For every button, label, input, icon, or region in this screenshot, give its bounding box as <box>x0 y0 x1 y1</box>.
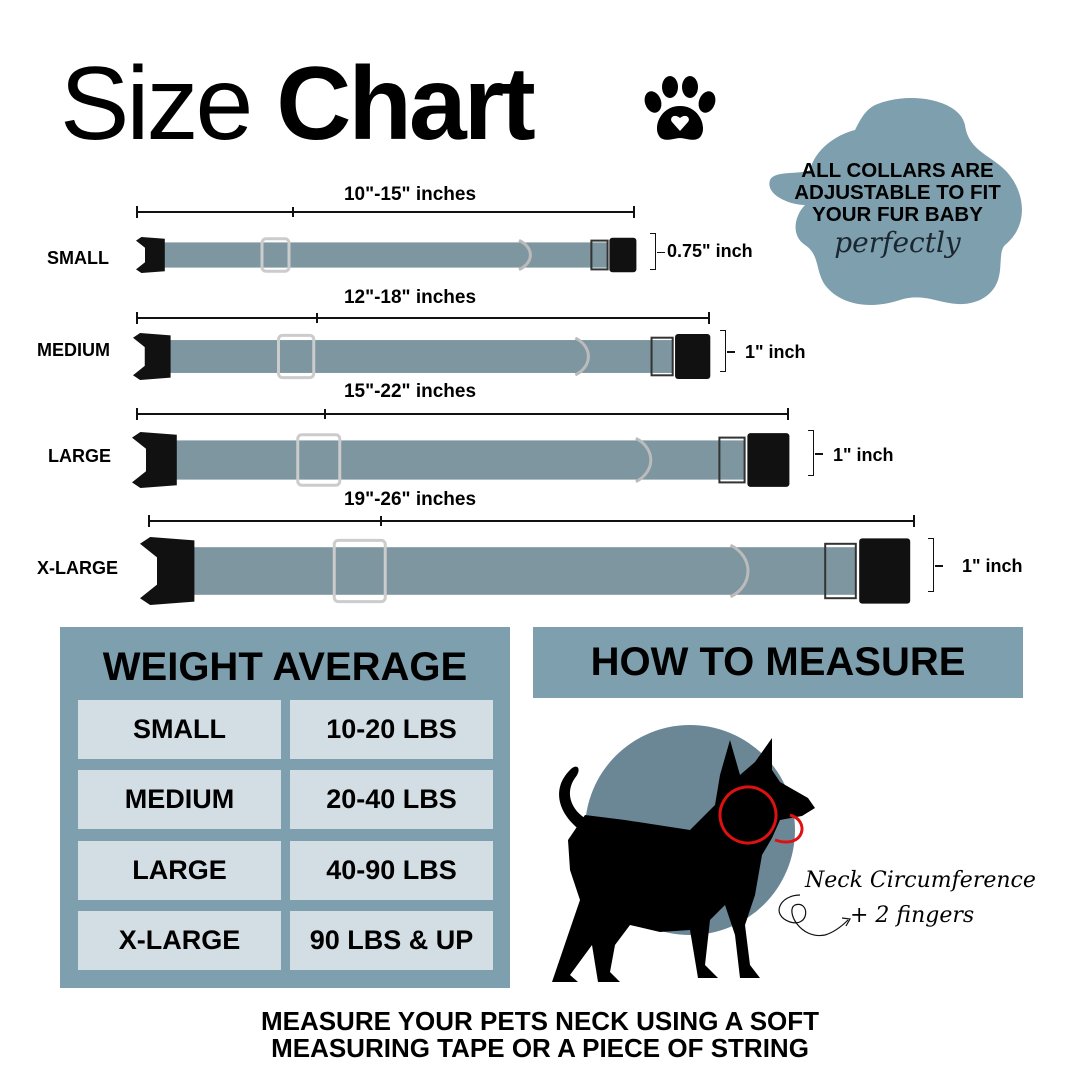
callout-script: perfectly <box>834 226 961 259</box>
width-bracket <box>720 330 735 372</box>
page-title: Size Chart <box>60 46 536 162</box>
weight-range-cell: 90 LBS & UP <box>290 911 493 970</box>
buckle-frame <box>718 436 746 484</box>
slide-adjuster <box>277 333 316 380</box>
footer-instructions: MEASURE YOUR PETS NECK USING A SOFT MEAS… <box>260 1006 820 1063</box>
collar-size-label: MEDIUM <box>37 340 110 360</box>
arrow-icon <box>778 894 851 937</box>
callout-blob <box>769 97 1022 305</box>
weight-average-panel: WEIGHT AVERAGE SMALL 10-20 LBS MEDIUM 20… <box>60 627 510 988</box>
collar-image <box>132 432 790 488</box>
collar-strap <box>187 547 856 595</box>
collar-size-label: SMALL <box>47 248 109 268</box>
slide-adjuster <box>332 538 387 604</box>
collar-width-label: 0.75" inch <box>667 241 753 261</box>
collar-width-label: 1" inch <box>962 556 1023 576</box>
buckle-male <box>136 237 165 273</box>
length-dimension-line <box>136 312 710 324</box>
collar-image <box>140 537 911 605</box>
collar-image <box>133 333 711 380</box>
dog-silhouette <box>552 738 815 982</box>
d-ring <box>635 437 653 483</box>
collar-size-label: X-LARGE <box>37 558 118 578</box>
buckle-female <box>675 333 711 380</box>
collar-strap <box>165 340 673 373</box>
neck-measure-loop <box>718 785 778 845</box>
collar-width-label: 1" inch <box>833 445 894 465</box>
d-ring <box>518 239 532 271</box>
weight-range-cell: 10-20 LBS <box>290 700 493 759</box>
weight-range-cell: 20-40 LBS <box>290 770 493 829</box>
buckle-female <box>747 433 790 487</box>
buckle-frame <box>590 239 609 271</box>
length-dimension-line <box>136 206 635 218</box>
weight-size-cell: MEDIUM <box>78 770 281 829</box>
weight-size-cell: LARGE <box>78 841 281 900</box>
width-bracket <box>928 538 943 592</box>
collar-strap <box>171 440 745 480</box>
collar-length-label: 15"-22" inches <box>343 381 477 402</box>
length-dimension-line <box>148 515 915 527</box>
collar-strap <box>161 242 608 268</box>
buckle-male <box>140 537 195 605</box>
callout-text: ALL COLLARS ARE ADJUSTABLE TO FIT YOUR F… <box>794 159 1001 226</box>
buckle-female <box>609 237 637 273</box>
paw-heart-icon <box>644 76 716 140</box>
slide-adjuster <box>296 433 342 487</box>
weight-average-title: WEIGHT AVERAGE <box>102 645 468 689</box>
collar-size-label: LARGE <box>48 446 111 466</box>
buckle-frame <box>650 336 674 377</box>
weight-size-cell: X-LARGE <box>78 911 281 970</box>
slide-adjuster <box>260 237 291 273</box>
width-bracket <box>650 233 665 270</box>
buckle-frame <box>824 542 857 600</box>
buckle-male <box>132 432 177 488</box>
d-ring <box>574 336 590 377</box>
weight-range-cell: 40-90 LBS <box>290 841 493 900</box>
collar-width-label: 1" inch <box>745 342 806 362</box>
collar-image <box>136 237 637 273</box>
weight-size-cell: SMALL <box>78 700 281 759</box>
neck-circumference-note: Neck Circumference <box>805 868 1036 893</box>
two-fingers-note: + 2 fingers <box>850 903 975 928</box>
collar-length-label: 19"-26" inches <box>343 489 477 510</box>
how-to-measure-banner: HOW TO MEASURE <box>533 627 1023 698</box>
d-ring <box>729 543 750 599</box>
dog-illustration <box>552 725 815 982</box>
length-dimension-line <box>136 408 789 420</box>
buckle-male <box>133 333 171 380</box>
width-bracket <box>808 430 823 476</box>
buckle-female <box>859 538 911 604</box>
collar-length-label: 12"-18" inches <box>343 287 477 308</box>
collar-length-label: 10"-15" inches <box>343 184 477 205</box>
